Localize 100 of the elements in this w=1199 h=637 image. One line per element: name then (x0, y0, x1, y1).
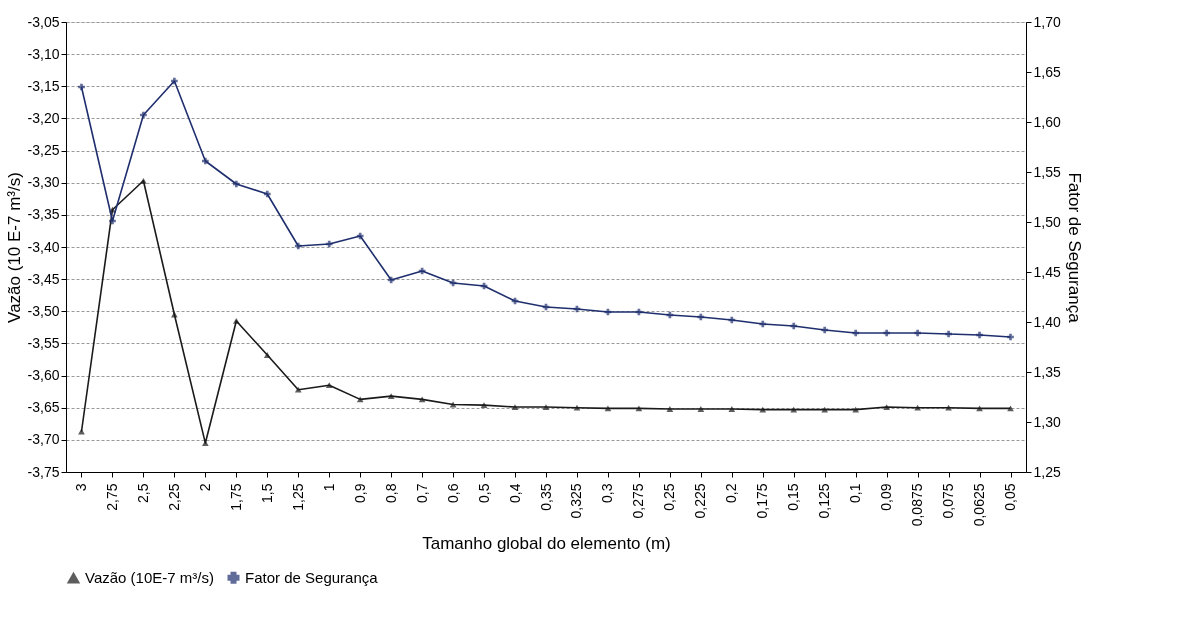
point (697, 313, 705, 321)
y2-axis-title: Fator de Segurança (1064, 172, 1084, 324)
point (232, 180, 240, 188)
point (945, 330, 952, 338)
x-tick-label: 0,0625 (971, 483, 988, 527)
point (542, 404, 550, 410)
y2-tick-label: 1,60 (1033, 113, 1061, 130)
point (914, 329, 921, 337)
point (294, 242, 302, 250)
y-tick-label: -3,05 (27, 13, 60, 30)
legend-label: Fator de Segurança (245, 568, 379, 586)
point (697, 406, 705, 412)
point (728, 316, 736, 324)
x-tick-label: 0,15 (785, 483, 802, 511)
point (140, 111, 147, 119)
point (821, 406, 829, 413)
x-tick-label: 1 (320, 483, 337, 492)
point (356, 232, 364, 240)
y2-tick-label: 1,45 (1033, 263, 1061, 280)
x-tick-label: 0,225 (692, 483, 709, 519)
point (202, 157, 209, 165)
point (1007, 405, 1014, 412)
point (821, 326, 829, 334)
point (140, 177, 147, 184)
x-tick-label: 0,7 (413, 483, 430, 503)
point (387, 276, 395, 284)
point (480, 402, 488, 409)
y2-tick-label: 1,50 (1033, 213, 1061, 230)
y-axis-title: Vazão (10 E-7 m³/s) (4, 172, 24, 323)
point (976, 331, 983, 339)
point (914, 404, 921, 411)
x-tick-label: 1,75 (227, 483, 244, 511)
y-tick-label: -3,25 (27, 142, 60, 159)
x-tick-label: 0,275 (630, 483, 647, 519)
point (790, 322, 798, 330)
y-tick-label: -3,30 (27, 174, 60, 191)
point (294, 386, 302, 393)
x-tick-label: 0,175 (754, 483, 771, 519)
y-tick-label: -3,35 (27, 206, 60, 223)
x-tick-label: 0,25 (661, 483, 678, 511)
y2-tick-label: 1,70 (1033, 13, 1061, 30)
x-tick-label: 2,75 (103, 483, 120, 511)
point (109, 217, 116, 225)
point (666, 406, 674, 412)
point (387, 393, 395, 400)
x-tick-label: 0,075 (940, 483, 957, 519)
x-tick-label: 0,05 (1002, 483, 1019, 511)
x-tick-label: 0,3 (599, 483, 616, 503)
y2-tick-label: 1,65 (1033, 63, 1061, 80)
y-tick-label: -3,75 (27, 463, 60, 480)
x-tick-label: 0,5 (475, 483, 492, 503)
y2-tick-label: 1,40 (1033, 313, 1061, 330)
x-tick-label: 0,09 (878, 483, 895, 511)
point (171, 77, 178, 85)
point (852, 329, 860, 337)
point (728, 406, 736, 412)
y-tick-label: -3,60 (27, 367, 60, 384)
legend-label: Vazão (10E-7 m³/s) (85, 569, 214, 587)
point (1007, 333, 1014, 341)
y2-tick-label: 1,25 (1033, 463, 1061, 480)
point (263, 352, 271, 358)
y2-tick-label: 1,30 (1033, 413, 1061, 430)
point (78, 83, 85, 91)
x-tick-label: 2,5 (134, 483, 151, 503)
x-tick-label: 0,6 (444, 483, 461, 503)
x-tick-label: 1,5 (258, 483, 275, 503)
y-tick-label: -3,65 (27, 399, 60, 416)
point (232, 318, 240, 324)
x-tick-label: 1,25 (289, 483, 306, 511)
point (325, 240, 333, 248)
point (790, 406, 798, 413)
y-tick-label: -3,15 (27, 77, 60, 94)
point (852, 406, 860, 413)
x-axis-title: Tamanho global do elemento (m) (422, 534, 671, 554)
y2-tick-label: 1,35 (1033, 363, 1061, 380)
y-tick-label: -3,70 (27, 431, 60, 448)
x-tick-label: 0,9 (351, 483, 368, 503)
y2-tick-label: 1,55 (1033, 163, 1061, 180)
y-tick-label: -3,40 (27, 238, 60, 255)
point (604, 405, 612, 412)
point (356, 396, 364, 403)
x-tick-label: 0,125 (816, 483, 833, 519)
x-tick-label: 2,25 (165, 483, 182, 511)
point (759, 320, 767, 328)
x-tick-label: 0,4 (506, 483, 523, 503)
point (202, 440, 209, 446)
y-tick-label: -3,45 (27, 270, 60, 287)
y-tick-label: -3,50 (27, 302, 60, 319)
y-tick-label: -3,20 (27, 109, 60, 126)
x-tick-label: 0,1 (847, 483, 864, 503)
y-tick-label: -3,10 (27, 45, 60, 62)
point (883, 404, 890, 410)
x-tick-label: 0,8 (382, 483, 399, 503)
point (263, 190, 271, 198)
x-tick-label: 2 (196, 483, 213, 492)
y-tick-label: -3,55 (27, 334, 60, 351)
x-tick-label: 3 (72, 483, 89, 492)
point (883, 329, 890, 337)
point (945, 404, 952, 411)
x-tick-label: 0,0875 (909, 483, 926, 527)
